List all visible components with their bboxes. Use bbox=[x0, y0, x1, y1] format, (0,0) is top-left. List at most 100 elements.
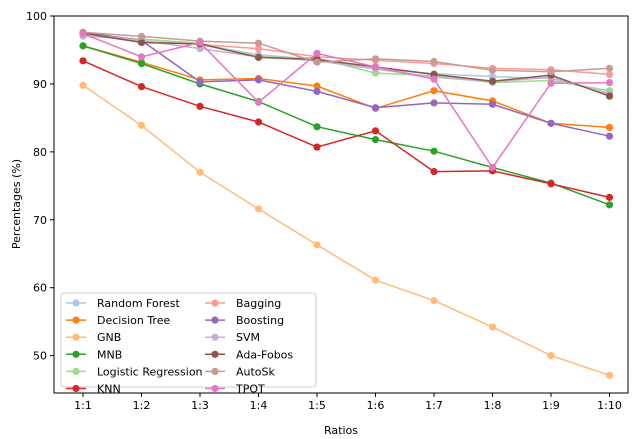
legend-item: Decision Tree bbox=[66, 314, 170, 327]
data-point bbox=[371, 136, 380, 144]
legend: Random Forest Decision Tree GNB MNB Logistic… bbox=[60, 292, 317, 396]
legend-item: GNB bbox=[66, 331, 121, 344]
data-point bbox=[196, 102, 204, 110]
x-tick-label: 1:3 bbox=[191, 399, 209, 412]
legend-swatch-marker bbox=[72, 384, 80, 393]
series-line bbox=[82, 33, 610, 169]
legend-item: Bagging bbox=[205, 297, 281, 310]
data-point bbox=[430, 57, 438, 66]
plot-frame bbox=[53, 15, 629, 394]
data-point bbox=[137, 121, 146, 129]
y-tick-label: 50 bbox=[33, 350, 47, 363]
data-point bbox=[371, 104, 380, 112]
data-point bbox=[430, 87, 438, 95]
series-line bbox=[82, 45, 610, 206]
data-point bbox=[313, 123, 321, 131]
data-point bbox=[605, 64, 614, 72]
data-point bbox=[430, 147, 438, 155]
data-point bbox=[371, 127, 380, 135]
data-point bbox=[254, 76, 263, 84]
data-point bbox=[430, 167, 438, 176]
legend-swatch-marker bbox=[72, 299, 80, 307]
legend-item: MNB bbox=[66, 348, 122, 361]
data-point bbox=[254, 39, 263, 47]
data-point bbox=[488, 77, 497, 85]
legend-swatch-marker bbox=[211, 384, 219, 393]
x-tick-label: 1:2 bbox=[133, 399, 151, 412]
x-tick-label: 1:4 bbox=[250, 399, 268, 412]
legend-item: AutoSk bbox=[205, 365, 276, 378]
data-point bbox=[254, 98, 263, 106]
data-point bbox=[254, 53, 263, 62]
legend-swatch-marker bbox=[72, 350, 80, 358]
legend-label: Decision Tree bbox=[97, 314, 170, 327]
data-point bbox=[605, 193, 614, 201]
data-point bbox=[137, 83, 146, 91]
data-point bbox=[430, 297, 438, 305]
y-axis: 50 60 70 80 90 100 bbox=[26, 10, 54, 363]
series-line bbox=[82, 32, 610, 95]
legend-box bbox=[60, 292, 317, 388]
legend-item: TPOT bbox=[205, 383, 265, 396]
series-line bbox=[82, 31, 610, 137]
data-point bbox=[488, 66, 497, 74]
x-tick-label: 1:6 bbox=[367, 399, 385, 412]
legend-label: SVM bbox=[236, 331, 260, 344]
data-point bbox=[605, 371, 614, 379]
legend-label: GNB bbox=[97, 331, 121, 344]
data-point bbox=[313, 58, 321, 66]
data-point bbox=[547, 79, 555, 87]
x-tick-label: 1:1 bbox=[74, 399, 92, 412]
data-point bbox=[313, 87, 321, 95]
legend-swatch-marker bbox=[211, 350, 219, 358]
data-point bbox=[605, 201, 614, 209]
legend-label: Random Forest bbox=[97, 297, 180, 310]
data-point bbox=[313, 241, 321, 249]
x-axis-label: Ratios bbox=[324, 424, 358, 437]
data-point bbox=[547, 180, 555, 188]
legend-swatch-marker bbox=[211, 367, 219, 375]
x-tick-label: 1:8 bbox=[484, 399, 502, 412]
data-point bbox=[196, 168, 204, 176]
legend-swatch-marker bbox=[72, 367, 80, 375]
data-point bbox=[605, 92, 614, 100]
x-tick-label: 1:7 bbox=[425, 399, 443, 412]
legend-item: Ada-Fobos bbox=[205, 348, 293, 361]
data-point bbox=[605, 123, 614, 132]
y-tick-label: 60 bbox=[33, 282, 47, 295]
data-point bbox=[79, 81, 87, 89]
data-point bbox=[313, 82, 321, 90]
data-point bbox=[605, 132, 614, 140]
series-gnb bbox=[79, 81, 614, 379]
legend-label: Logistic Regression bbox=[97, 365, 203, 378]
y-tick-label: 90 bbox=[33, 78, 47, 91]
legend-item: Logistic Regression bbox=[66, 365, 203, 378]
data-point bbox=[79, 57, 87, 65]
data-point bbox=[371, 276, 380, 284]
legend-item: SVM bbox=[205, 331, 260, 344]
data-point bbox=[254, 205, 263, 213]
data-point bbox=[547, 68, 555, 76]
series-line bbox=[82, 45, 610, 129]
data-point bbox=[137, 59, 146, 68]
data-point bbox=[547, 352, 555, 360]
data-point bbox=[371, 63, 380, 71]
series-line bbox=[82, 32, 610, 97]
data-point bbox=[488, 100, 497, 108]
series-layer bbox=[79, 28, 614, 379]
y-tick-label: 70 bbox=[33, 214, 47, 227]
x-tick-label: 1:9 bbox=[542, 399, 560, 412]
data-point bbox=[488, 163, 497, 172]
data-point bbox=[137, 53, 146, 61]
series-line bbox=[82, 60, 610, 199]
series-boosting bbox=[79, 28, 614, 140]
legend-label: MNB bbox=[97, 348, 122, 361]
data-point bbox=[547, 119, 555, 127]
data-point bbox=[137, 32, 146, 40]
series-tpot bbox=[79, 30, 614, 172]
legend-swatch-marker bbox=[211, 299, 219, 307]
series-line bbox=[82, 84, 610, 377]
x-axis: 1:1 1:2 1:3 1:4 1:5 1:6 1:7 1:8 1:9 1:10 bbox=[74, 393, 622, 412]
y-tick-label: 100 bbox=[26, 10, 47, 23]
